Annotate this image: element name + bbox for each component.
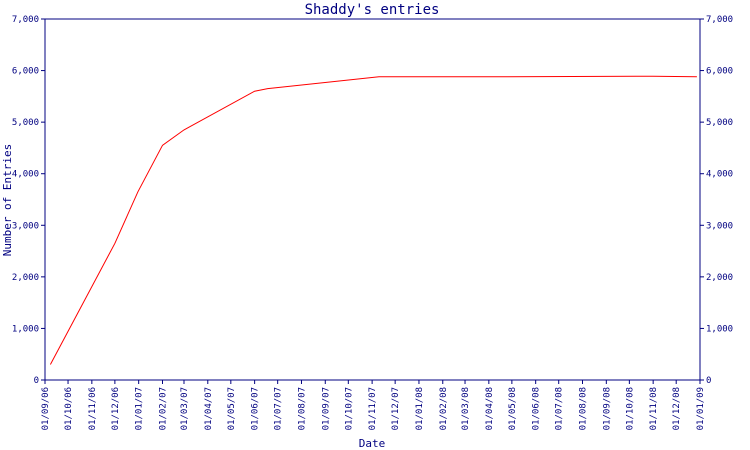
x-tick-label: 01/12/06 [111, 387, 121, 430]
x-tick-label: 01/06/08 [532, 387, 542, 430]
x-tick-label: 01/10/07 [344, 387, 354, 430]
x-tick-label: 01/09/07 [321, 387, 331, 430]
x-tick-label: 01/03/08 [461, 387, 471, 430]
x-tick-label: 01/02/08 [439, 387, 449, 430]
x-tick-label: 01/11/06 [88, 387, 98, 430]
x-axis-label: Date [359, 437, 386, 450]
x-tick-label: 01/05/07 [227, 387, 237, 430]
x-tick-label: 01/04/08 [485, 387, 495, 430]
series-line [49, 75, 697, 365]
x-tick-label: 01/01/07 [135, 387, 145, 430]
x-tick-label: 01/11/08 [649, 387, 659, 430]
x-tick-label: 01/07/08 [555, 387, 565, 430]
x-tick-label: 01/08/08 [579, 387, 589, 430]
y-tick-label-left: 7,000 [12, 15, 39, 25]
x-tick-label: 01/03/07 [180, 387, 190, 430]
x-tick-label: 01/07/07 [274, 387, 284, 430]
y-tick-label-left: 4,000 [12, 170, 39, 180]
y-tick-label-left: 3,000 [12, 221, 39, 231]
x-tick-label: 01/10/06 [64, 387, 74, 430]
y-tick-label-right: 7,000 [706, 15, 733, 25]
x-tick-label: 01/01/09 [696, 387, 706, 430]
chart-title: Shaddy's entries [305, 2, 440, 18]
x-tick-label: 01/02/07 [158, 387, 168, 430]
y-tick-label-left: 5,000 [12, 118, 39, 128]
plot-frame [44, 18, 701, 381]
y-tick-label-right: 6,000 [706, 67, 733, 77]
y-tick-label-left: 0 [34, 376, 39, 386]
y-tick-label-right: 4,000 [706, 170, 733, 180]
y-tick-label-right: 3,000 [706, 221, 733, 231]
y-tick-label-right: 0 [706, 376, 711, 386]
y-axis-left: 0 1,000 2,000 3,000 4,000 5,000 6,000 7,000 [12, 15, 45, 386]
y-tick-label-left: 6,000 [12, 67, 39, 77]
x-tick-label: 01/12/07 [391, 387, 401, 430]
x-tick-label: 01/04/07 [204, 387, 214, 430]
y-tick-label-right: 1,000 [706, 324, 733, 334]
y-axis-label: Number of Entries [1, 144, 14, 257]
x-tick-label: 01/08/07 [297, 387, 307, 430]
x-tick-label: 01/01/08 [415, 387, 425, 430]
x-tick-label: 01/12/08 [672, 387, 682, 430]
series-layer [49, 75, 697, 365]
y-tick-label-left: 1,000 [12, 324, 39, 334]
x-tick-label: 01/05/08 [508, 387, 518, 430]
y-axis-right: 0 1,000 2,000 3,000 4,000 5,000 6,000 7,000 [700, 15, 733, 386]
x-tick-label: 01/09/08 [602, 387, 612, 430]
x-tick-label: 01/06/07 [251, 387, 261, 430]
y-tick-label-right: 2,000 [706, 273, 733, 283]
x-tick-label: 01/11/07 [368, 387, 378, 430]
y-tick-label-right: 5,000 [706, 118, 733, 128]
x-axis: 01/09/06 01/10/06 01/11/06 01/12/06 01/01/07… [41, 380, 706, 430]
x-tick-label: 01/10/08 [625, 387, 635, 430]
x-tick-label: 01/09/06 [41, 387, 51, 430]
y-tick-label-left: 2,000 [12, 273, 39, 283]
